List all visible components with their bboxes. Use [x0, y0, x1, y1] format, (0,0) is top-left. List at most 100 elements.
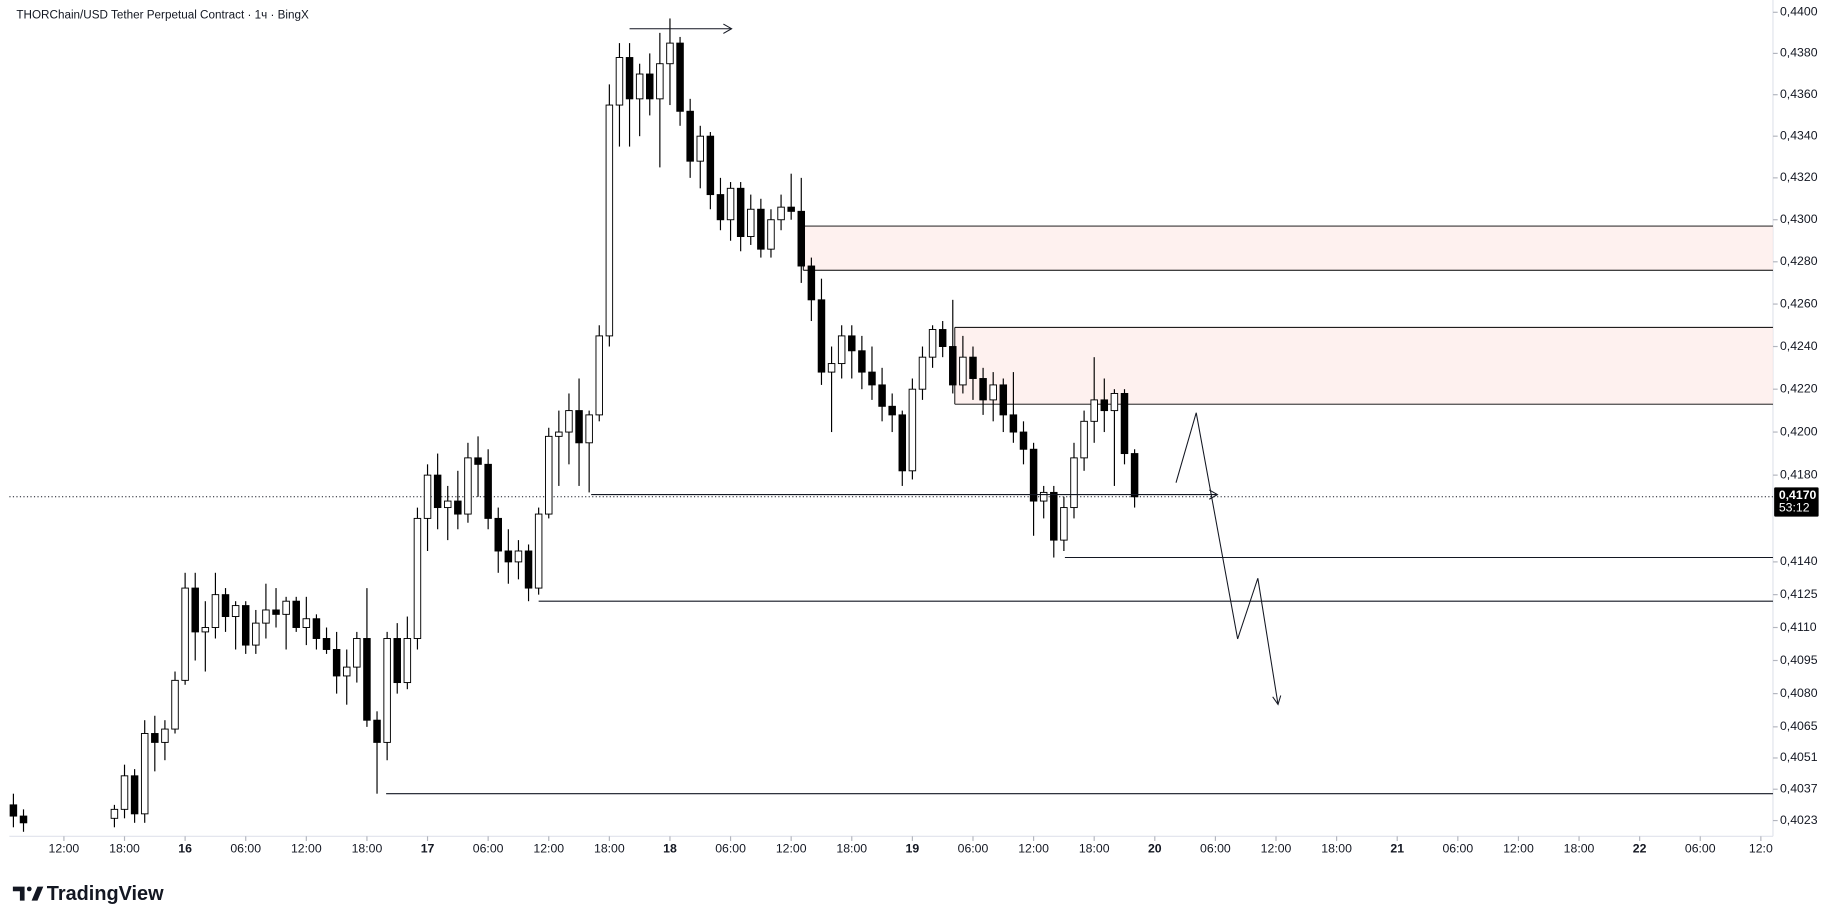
y-tick-label: 0,4037: [1780, 781, 1818, 795]
candle-body: [827, 363, 836, 373]
candle-body: [514, 550, 523, 563]
candle: [120, 764, 129, 819]
candle: [1120, 389, 1129, 465]
last-price-tag: [1774, 487, 1819, 517]
candle: [1009, 372, 1018, 443]
candle-body: [747, 208, 755, 238]
candle: [656, 32, 664, 168]
candle: [363, 588, 371, 727]
candle-body: [908, 388, 917, 472]
candle-body: [474, 457, 482, 465]
countdown: 53:12: [1779, 501, 1810, 515]
x-tick-label: 18:00: [836, 841, 867, 855]
x-tick-label: 06:00: [230, 841, 261, 855]
candle-body: [585, 414, 593, 444]
candle: [231, 601, 240, 650]
candle: [676, 36, 684, 126]
candle-body: [848, 335, 856, 352]
candle: [524, 544, 533, 602]
candle-body: [1070, 457, 1078, 509]
candle-body: [949, 346, 957, 386]
candle: [474, 436, 482, 497]
candle-body: [666, 42, 674, 65]
x-tick-label: 12:00: [1261, 841, 1292, 855]
candle-body: [575, 410, 583, 444]
candle: [736, 182, 745, 252]
candle-body: [413, 517, 422, 639]
candle: [545, 427, 553, 519]
candle: [928, 325, 937, 368]
candle-body: [332, 649, 341, 677]
candle-body: [353, 638, 361, 668]
y-tick-label: 0,4280: [1780, 254, 1818, 268]
candle-body: [726, 187, 735, 221]
x-tick-label: 12:00: [533, 841, 564, 855]
y-tick-label: 0,4110: [1780, 620, 1817, 634]
candle: [9, 793, 18, 828]
candle-body: [898, 414, 907, 472]
x-tick-label: 19: [906, 841, 920, 855]
y-tick-label: 0,4125: [1780, 587, 1818, 601]
x-tick-label: 21: [1390, 841, 1404, 855]
candle: [767, 209, 775, 258]
candle: [292, 596, 300, 632]
candle-body: [241, 605, 250, 646]
candle: [747, 194, 755, 245]
projection-path: [1175, 412, 1279, 705]
candle-body: [151, 733, 159, 743]
candle-body: [868, 371, 876, 386]
candle: [1019, 421, 1028, 465]
y-tick-label: 0,4400: [1780, 5, 1818, 19]
candle: [464, 442, 472, 523]
x-tick-label: 20: [1148, 841, 1162, 855]
chart-title: THORChain/USD Tether Perpetual Contract …: [16, 8, 309, 21]
candle-body: [1090, 399, 1098, 422]
candle: [534, 507, 543, 595]
candle: [827, 346, 836, 433]
candle: [1029, 442, 1038, 536]
candle: [151, 715, 159, 772]
candle: [443, 485, 452, 541]
candle: [979, 367, 987, 415]
candle: [19, 809, 28, 832]
y-tick-label: 0,4180: [1780, 467, 1818, 481]
level-arrow: [723, 23, 733, 34]
candle-body: [211, 594, 220, 628]
candle: [938, 321, 947, 358]
candle: [221, 588, 230, 632]
x-tick-label: 18:00: [1321, 841, 1352, 855]
y-tick-label: 0,4065: [1780, 719, 1818, 733]
candle-body: [878, 384, 886, 407]
candle-body: [342, 666, 351, 677]
candle-body: [433, 474, 442, 509]
candle: [787, 173, 795, 220]
candle: [666, 18, 674, 106]
candle: [999, 378, 1008, 433]
candle-body: [302, 618, 311, 628]
y-tick-label: 0,4380: [1780, 46, 1818, 60]
candle-body: [423, 474, 432, 519]
candle: [878, 367, 886, 422]
candle: [595, 325, 603, 422]
candle: [615, 43, 624, 147]
candle-body: [1039, 491, 1048, 502]
candle: [797, 177, 806, 283]
candle-body: [494, 517, 502, 552]
candle-body: [322, 638, 331, 650]
candle: [1100, 378, 1109, 433]
candle-body: [837, 335, 846, 365]
candle-body: [383, 638, 391, 743]
candle-body: [1120, 392, 1129, 455]
candle-body: [565, 410, 573, 433]
x-tick-label: 18:00: [109, 841, 140, 855]
x-tick-label: 06:00: [473, 841, 504, 855]
candle-body: [595, 335, 603, 416]
candle-body: [888, 405, 896, 416]
candle-body: [272, 609, 280, 615]
y-tick-label: 0,4320: [1780, 170, 1818, 184]
candle-body: [363, 638, 371, 721]
candle-body: [676, 42, 684, 112]
candle: [353, 631, 361, 683]
candle: [322, 627, 331, 654]
